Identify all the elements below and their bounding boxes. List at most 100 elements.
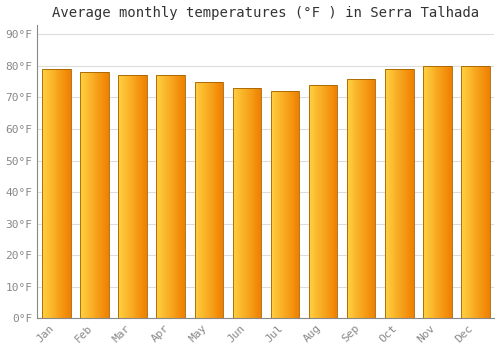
Bar [441,66,442,318]
Bar [330,85,332,318]
Bar [169,75,170,318]
Bar [467,66,468,318]
Bar [361,78,362,318]
Bar [412,69,414,318]
Bar [203,82,204,318]
Bar [220,82,221,318]
Bar [354,78,356,318]
Bar [167,75,168,318]
Bar [347,78,376,318]
Bar [207,82,208,318]
Bar [470,66,472,318]
Bar [104,72,105,318]
Bar [285,91,286,318]
Bar [249,88,250,318]
Bar [407,69,408,318]
Bar [236,88,238,318]
Bar [218,82,220,318]
Bar [326,85,327,318]
Bar [389,69,390,318]
Bar [425,66,426,318]
Bar [146,75,147,318]
Bar [388,69,389,318]
Bar [174,75,176,318]
Bar [427,66,428,318]
Bar [312,85,314,318]
Bar [369,78,370,318]
Bar [126,75,127,318]
Bar [181,75,182,318]
Bar [320,85,321,318]
Bar [107,72,108,318]
Bar [423,66,452,318]
Title: Average monthly temperatures (°F ) in Serra Talhada: Average monthly temperatures (°F ) in Se… [52,6,480,20]
Bar [232,88,234,318]
Bar [210,82,212,318]
Bar [144,75,145,318]
Bar [122,75,123,318]
Bar [370,78,372,318]
Bar [246,88,247,318]
Bar [440,66,441,318]
Bar [448,66,450,318]
Bar [461,66,490,318]
Bar [221,82,222,318]
Bar [396,69,398,318]
Bar [290,91,292,318]
Bar [176,75,178,318]
Bar [332,85,334,318]
Bar [428,66,430,318]
Bar [400,69,401,318]
Bar [438,66,439,318]
Bar [483,66,484,318]
Bar [309,85,338,318]
Bar [288,91,289,318]
Bar [260,88,261,318]
Bar [292,91,294,318]
Bar [50,69,51,318]
Bar [156,75,185,318]
Bar [168,75,169,318]
Bar [205,82,206,318]
Bar [432,66,434,318]
Bar [87,72,88,318]
Bar [386,69,387,318]
Bar [367,78,368,318]
Bar [206,82,207,318]
Bar [350,78,352,318]
Bar [162,75,163,318]
Bar [125,75,126,318]
Bar [442,66,443,318]
Bar [366,78,367,318]
Bar [478,66,479,318]
Bar [466,66,467,318]
Bar [124,75,125,318]
Bar [464,66,465,318]
Bar [136,75,138,318]
Bar [82,72,83,318]
Bar [248,88,249,318]
Bar [166,75,167,318]
Bar [364,78,365,318]
Bar [480,66,481,318]
Bar [404,69,405,318]
Bar [408,69,409,318]
Bar [170,75,172,318]
Bar [447,66,448,318]
Bar [56,69,58,318]
Bar [314,85,316,318]
Bar [387,69,388,318]
Bar [89,72,90,318]
Bar [444,66,445,318]
Bar [276,91,278,318]
Bar [142,75,143,318]
Bar [270,91,300,318]
Bar [98,72,100,318]
Bar [334,85,336,318]
Bar [163,75,164,318]
Bar [487,66,488,318]
Bar [316,85,318,318]
Bar [43,69,44,318]
Bar [243,88,244,318]
Bar [245,88,246,318]
